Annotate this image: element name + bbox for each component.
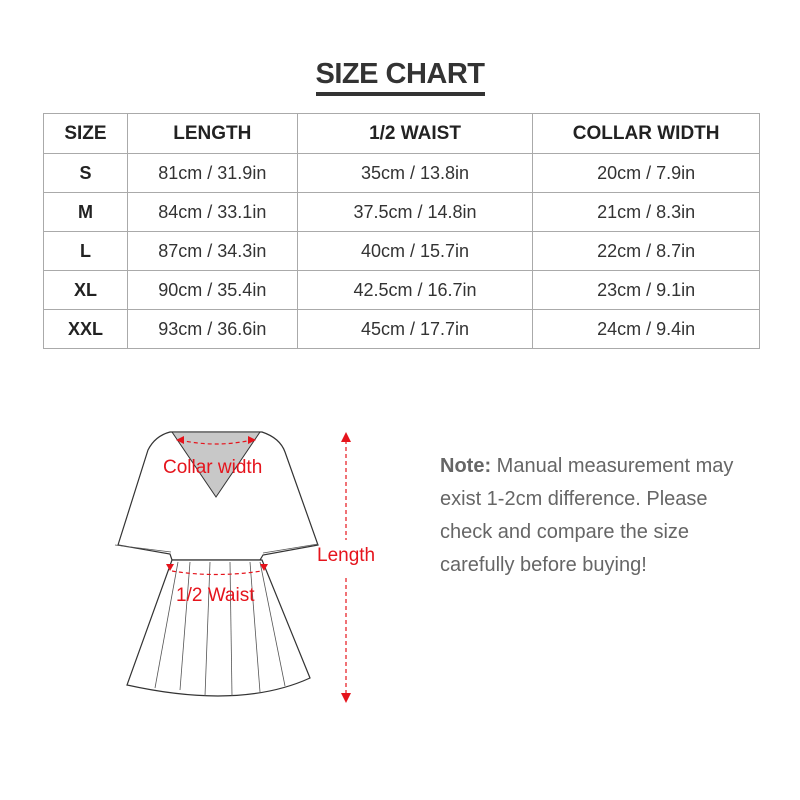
measurement-cell: 90cm / 35.4in <box>126 270 298 310</box>
note-body: Manual measurement may exist 1-2cm diffe… <box>440 455 734 576</box>
collar-width-label: Collar width <box>163 457 263 478</box>
collar-area <box>171 431 261 498</box>
table-row: M 84cm / 33.1in 37.5cm / 14.8in 21cm / 8.3i… <box>43 192 760 232</box>
measurement-cell: 84cm / 33.1in <box>126 192 298 232</box>
dress-skirt <box>126 559 311 697</box>
measurement-cell: 20cm / 7.9in <box>532 153 760 193</box>
length-label: Length <box>317 545 376 566</box>
measurement-cell: 93cm / 36.6in <box>126 309 298 349</box>
measurement-cell: 24cm / 9.4in <box>532 309 760 349</box>
size-cell: XXL <box>43 309 128 349</box>
size-cell: S <box>43 153 128 193</box>
column-header: SIZE <box>43 113 128 154</box>
measurement-cell: 81cm / 31.9in <box>126 153 298 193</box>
measurement-cell: 37.5cm / 14.8in <box>296 192 534 232</box>
measurement-cell: 45cm / 17.7in <box>296 309 534 349</box>
dress-diagram <box>114 431 351 703</box>
measurement-cell: 35cm / 13.8in <box>296 153 534 193</box>
table-header-row: SIZE LENGTH 1/2 WAIST COLLAR WIDTH <box>43 113 760 154</box>
table-row: XL 90cm / 35.4in 42.5cm / 16.7in 23cm / 9.1… <box>43 270 760 310</box>
measurement-cell: 23cm / 9.1in <box>532 270 760 310</box>
column-header: LENGTH <box>126 113 298 154</box>
note-label: Note: <box>440 455 492 477</box>
size-cell: XL <box>43 270 128 310</box>
table-row: S 81cm / 31.9in 35cm / 13.8in 20cm / 7.9in <box>43 153 760 193</box>
measurement-cell: 21cm / 8.3in <box>532 192 760 232</box>
measurement-cell: 40cm / 15.7in <box>296 231 534 271</box>
size-cell: L <box>43 231 128 271</box>
size-cell: M <box>43 192 128 232</box>
column-header: 1/2 WAIST <box>296 113 534 154</box>
page-title: SIZE CHART <box>0 58 800 96</box>
column-header: COLLAR WIDTH <box>532 113 760 154</box>
note-text: Note: Manual measurement may exist 1-2cm… <box>440 450 760 582</box>
table-row: XXL 93cm / 36.6in 45cm / 17.7in 24cm / 9.4i… <box>43 309 760 349</box>
measurement-cell: 22cm / 8.7in <box>532 231 760 271</box>
measurement-cell: 87cm / 34.3in <box>126 231 298 271</box>
measurement-cell: 42.5cm / 16.7in <box>296 270 534 310</box>
title-text: SIZE CHART <box>315 58 485 96</box>
waist-label: 1/2 Waist <box>176 585 255 606</box>
size-table: SIZE LENGTH 1/2 WAIST COLLAR WIDTH S 81cm / … <box>43 113 760 349</box>
table-row: L 87cm / 34.3in 40cm / 15.7in 22cm / 8.7in <box>43 231 760 271</box>
